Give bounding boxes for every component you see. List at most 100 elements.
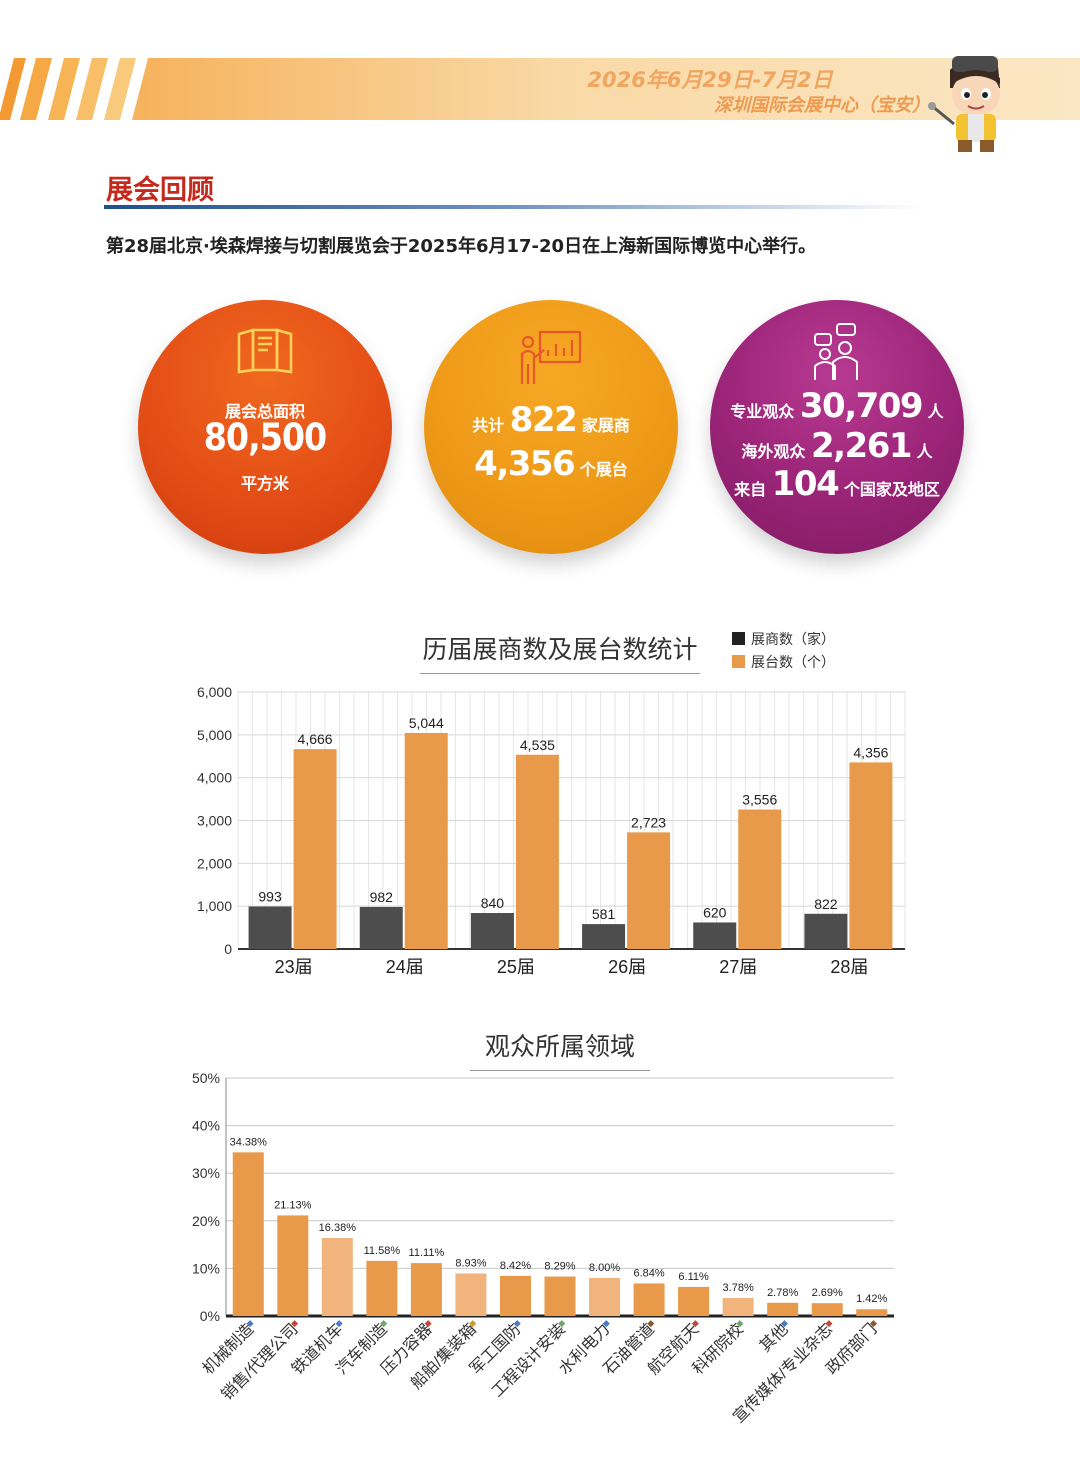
chart2-data-label: 8.93% [455, 1257, 486, 1269]
chart1-bar-exhibitors [693, 922, 737, 949]
chart1-bar-exhibitors [248, 906, 292, 949]
chart2-data-label: 6.84% [633, 1267, 664, 1279]
chart2-bar [589, 1277, 621, 1316]
chart1-title-underline [420, 673, 700, 674]
chart1-y-tick-label: 4,000 [197, 770, 232, 786]
chart2-bar [633, 1283, 665, 1316]
chart2-y-tick-label: 50% [192, 1070, 220, 1086]
legend-swatch-exhibitors [732, 632, 745, 645]
chart2-data-label: 2.78% [767, 1287, 798, 1299]
pro-visitor-label: 专业观众 [730, 402, 795, 421]
legend-label-booths: 展台数（个） [751, 655, 835, 671]
chart2-y-tick-label: 40% [192, 1118, 220, 1134]
chart2-title-wrap: 观众所属领域 [470, 1027, 650, 1071]
chart2-bar [410, 1263, 442, 1316]
chart1-x-tick-label: 25届 [497, 957, 535, 977]
area-value: 80,500 [203, 416, 327, 459]
chart2-data-label: 2.69% [812, 1287, 843, 1299]
chart1-data-label: 4,535 [520, 737, 555, 753]
booth-count-row: 4,356 个展台 [424, 444, 678, 484]
chart2-data-label: 1.42% [856, 1293, 887, 1305]
chart2-data-label: 3.78% [723, 1282, 754, 1294]
booth-count: 4,356 [474, 444, 576, 484]
chart1-legend-exhibitors: 展商数（家） [732, 629, 835, 649]
chart2-title: 观众所属领域 [484, 1032, 635, 1061]
overseas-visitor-label: 海外观众 [741, 442, 806, 461]
chart1-data-label: 982 [370, 889, 394, 905]
legend-swatch-booths [732, 655, 745, 668]
chart1-data-label: 620 [703, 904, 727, 920]
chart1-x-tick-label: 27届 [719, 957, 757, 977]
chart2-tick-marker [424, 1320, 432, 1328]
chart1-title-wrap: 历届展商数及展台数统计 [420, 630, 700, 674]
overseas-visitor-unit: 人 [916, 442, 933, 461]
chart2-tick-marker [469, 1320, 477, 1328]
chart2-x-tick-label: 销售/代理公司 [218, 1320, 302, 1404]
chart2-bar [366, 1260, 398, 1316]
audience-icon [814, 323, 858, 380]
chart2-bar [544, 1276, 576, 1316]
chart1-bar-exhibitors [582, 924, 626, 949]
chart2-data-label: 6.11% [678, 1271, 709, 1283]
countries-row: 来自 104 个国家及地区 [710, 464, 964, 504]
countries-label: 来自 [734, 480, 767, 499]
pro-visitor-unit: 人 [927, 402, 944, 421]
chart1-data-label: 581 [592, 906, 616, 922]
event-venue: 深圳国际会展中心（宝安） [714, 95, 930, 116]
chart2-bar [856, 1309, 888, 1316]
chart2-bar [232, 1152, 264, 1316]
chart2-bar [767, 1302, 799, 1316]
chart1-data-label: 4,666 [298, 731, 333, 747]
chart2-bar [811, 1303, 843, 1316]
chart1-bar-exhibitors [359, 906, 403, 949]
header-banner [0, 58, 1080, 120]
chart1-data-label: 2,723 [631, 814, 666, 830]
chart2-tick-marker [380, 1320, 388, 1328]
chart1-bar-booths [515, 754, 559, 949]
chart1-data-label: 4,356 [853, 744, 888, 760]
overseas-visitor-value: 2,261 [810, 426, 913, 466]
floorplan-icon [237, 328, 293, 374]
countries-value: 104 [771, 464, 840, 504]
chart2-data-label: 8.29% [544, 1261, 575, 1273]
chart2-bar [499, 1275, 531, 1316]
chart2-y-tick-label: 20% [192, 1213, 220, 1229]
chart2-data-label: 11.11% [409, 1247, 445, 1259]
chart2-data-label: 16.38% [319, 1222, 357, 1234]
legend-label-exhibitors: 展商数（家） [751, 632, 835, 648]
chart1-y-tick-label: 2,000 [197, 855, 232, 871]
countries-unit: 个国家及地区 [843, 480, 940, 499]
chart2-y-tick-label: 0% [200, 1308, 220, 1324]
chart2-bar [678, 1286, 710, 1316]
chart2-y-tick-label: 30% [192, 1165, 220, 1181]
chart2-bar [722, 1298, 754, 1316]
exhibitor-count-row: 共计 822 家展商 [424, 400, 678, 440]
area-unit: 平方米 [240, 474, 289, 493]
chart2-data-label: 21.13% [274, 1199, 312, 1211]
chart1-bar-exhibitors [470, 913, 514, 949]
area-label: 展会总面积 [224, 402, 305, 421]
pro-visitor-value: 30,709 [799, 386, 924, 426]
chart1-bar-booths [293, 749, 337, 949]
chart1-x-tick-label: 28届 [830, 957, 868, 977]
chart1-bar-booths [738, 809, 782, 949]
chart1-bar-exhibitors [804, 913, 848, 949]
welder-mascot-icon [928, 56, 1000, 152]
overseas-visitor-row: 海外观众 2,261 人 [710, 426, 964, 466]
chart1-y-tick-label: 3,000 [197, 813, 232, 829]
exhibitor-unit: 家展商 [581, 416, 630, 435]
chart2-data-label: 8.42% [500, 1260, 531, 1272]
section-title: 展会回顾 [106, 175, 214, 206]
chart2-tick-marker [647, 1320, 655, 1328]
section-divider [104, 205, 924, 209]
chart2-title-underline [470, 1070, 650, 1071]
event-date: 2026年6月29日-7月2日 [587, 68, 833, 92]
chart2-y-tick-label: 10% [192, 1260, 220, 1276]
chart1-title: 历届展商数及展台数统计 [422, 635, 698, 664]
chart1-bar-booths [404, 732, 448, 949]
chart1-bar-booths [849, 762, 893, 949]
chart1-y-tick-label: 1,000 [197, 898, 232, 914]
stat-circle-visitors: 专业观众 30,709 人 海外观众 2,261 人 来自 104 个国家及地区 [710, 300, 964, 554]
booth-unit: 个展台 [579, 460, 628, 479]
exhibitor-prefix: 共计 [472, 416, 505, 435]
